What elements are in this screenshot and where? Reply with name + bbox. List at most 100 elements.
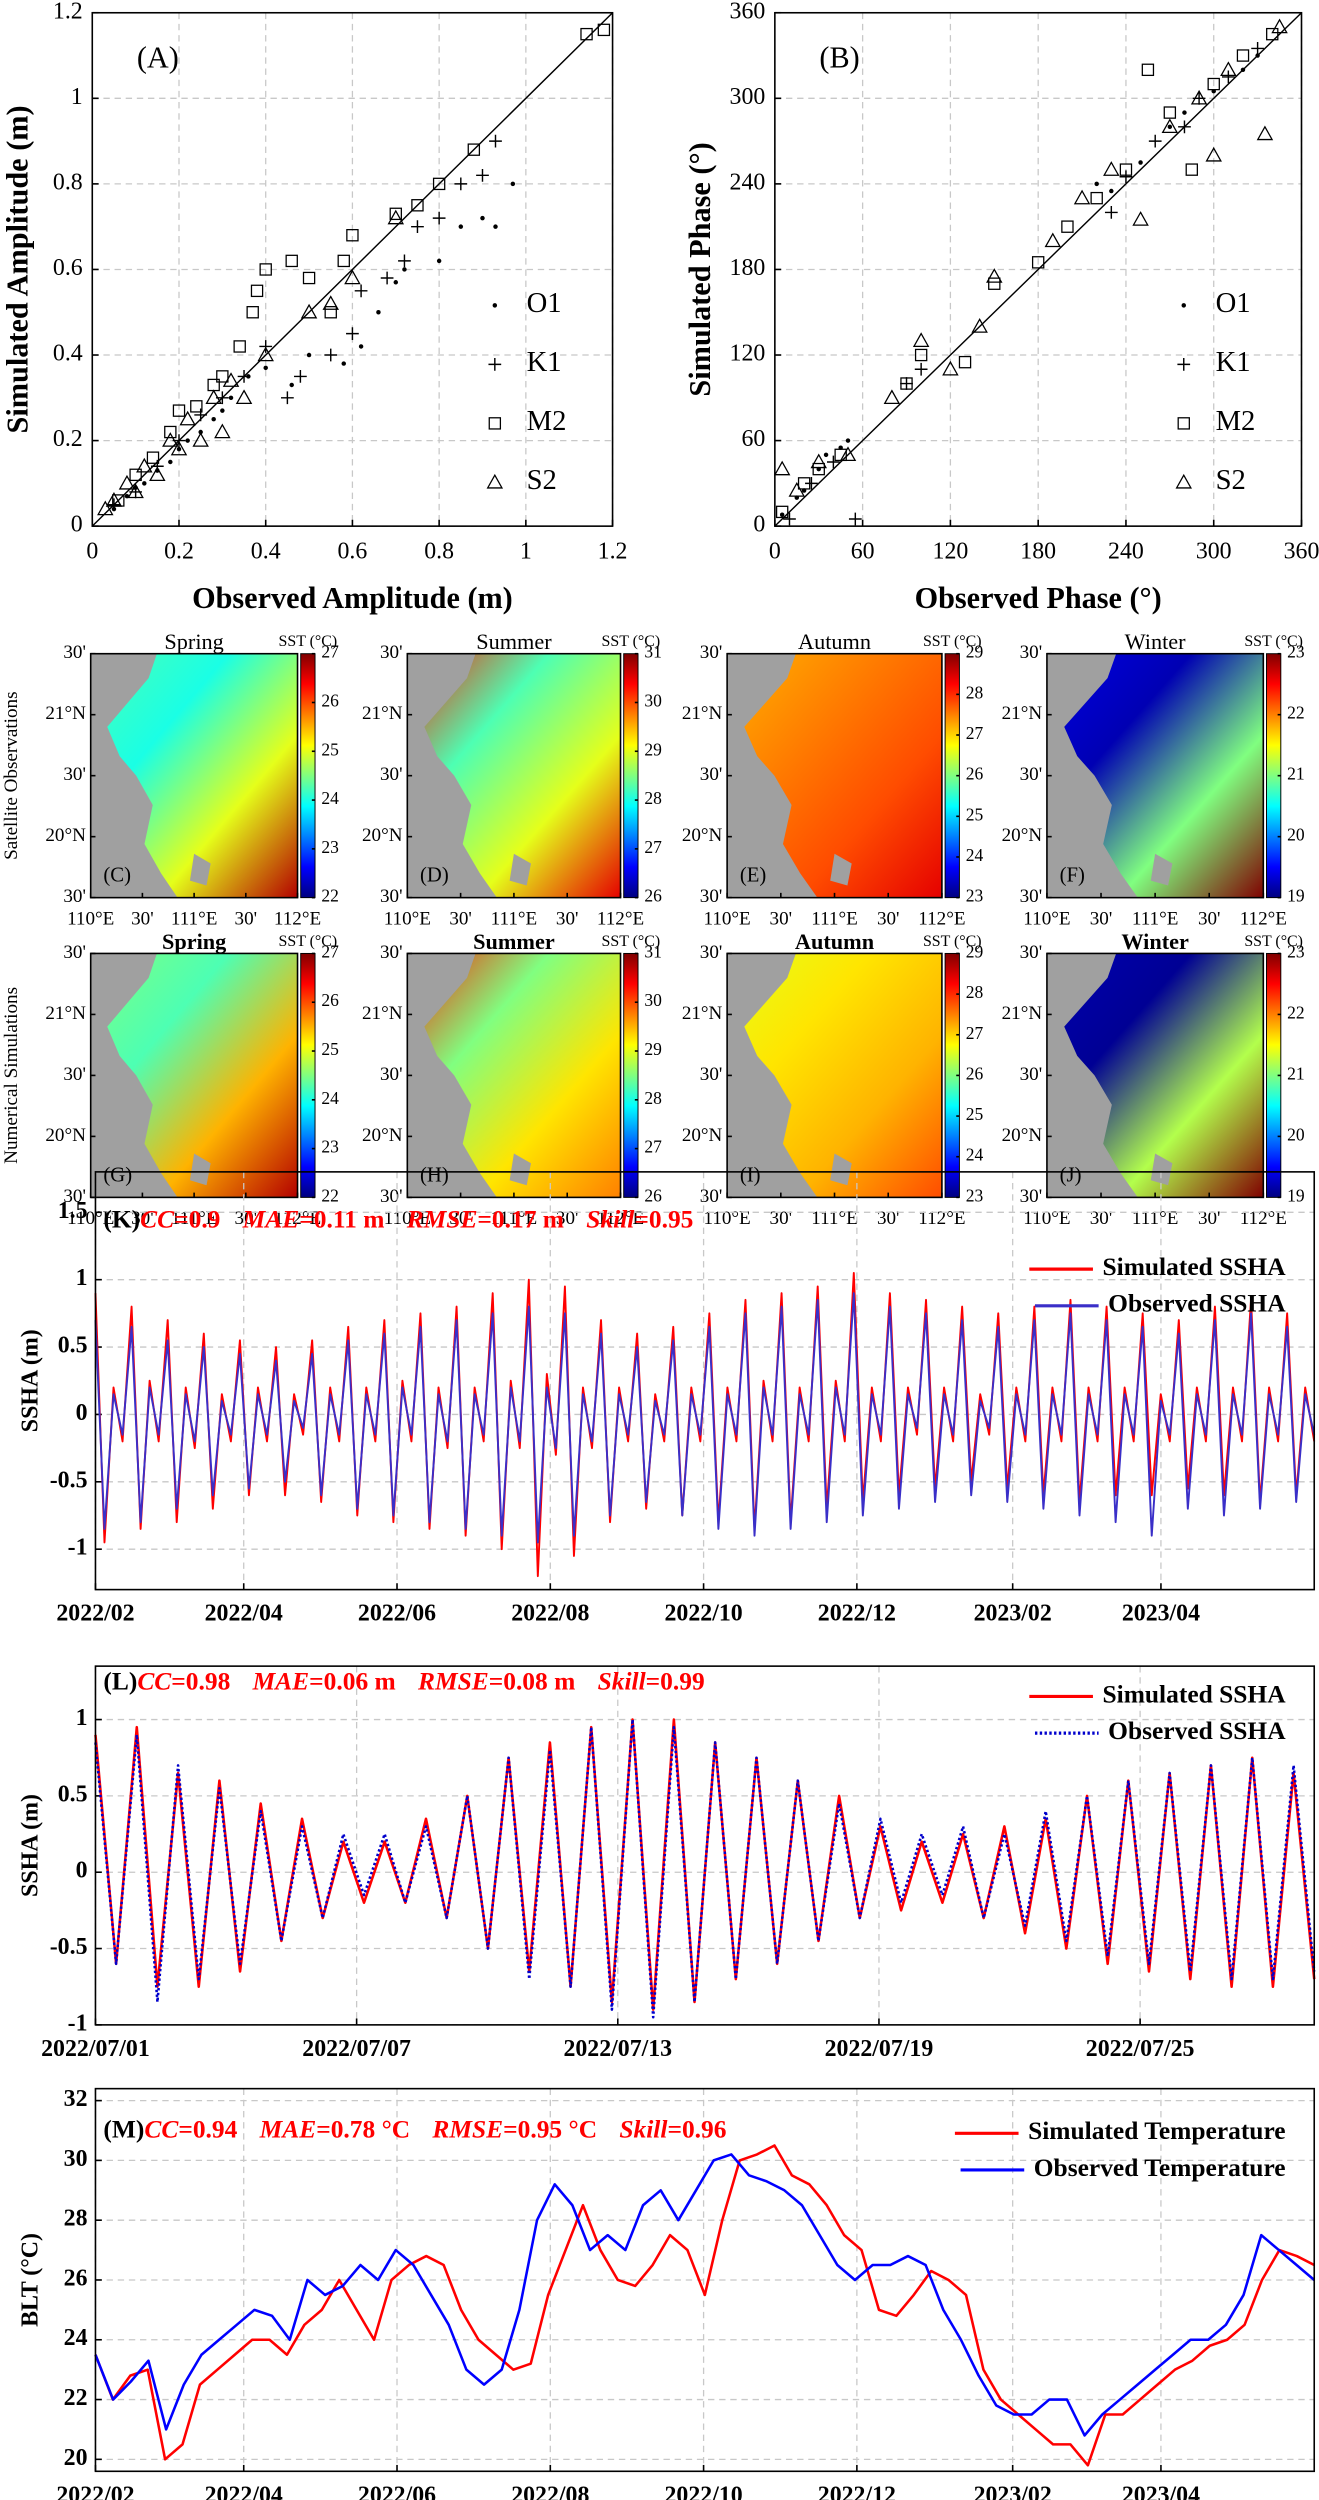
y-axis-label: Simulated Phase (°) [683, 142, 717, 396]
point [216, 370, 229, 383]
x-tick-label: 30' [770, 908, 793, 929]
y-tick-label: 22 [64, 2385, 88, 2411]
x-tick-label: 111°E [491, 1208, 538, 1229]
y-tick-label: 21°N [1002, 703, 1043, 724]
x-tick-label: 112°E [1240, 908, 1287, 929]
point [146, 451, 160, 464]
point [306, 352, 312, 358]
colorbar-tick-label: 20 [1287, 1124, 1305, 1144]
colorbar-tick-label: 22 [321, 886, 338, 906]
legend-label: K1 [527, 346, 562, 378]
map-title: Autumn [795, 929, 875, 954]
point [1163, 106, 1177, 119]
point [432, 211, 446, 225]
point [358, 344, 364, 349]
point [149, 466, 166, 482]
y-tick-label: 30' [380, 764, 403, 785]
colorbar [300, 952, 316, 1198]
point [986, 268, 1003, 283]
point [222, 372, 240, 387]
y-tick-label: 360 [730, 0, 766, 24]
point [1094, 181, 1099, 187]
panel-label: (L) [103, 1666, 137, 1695]
y-tick-label: 60 [741, 426, 765, 452]
point [1255, 53, 1260, 58]
panel-label: (H) [420, 1164, 449, 1186]
y-tick-label: 1 [76, 1265, 88, 1291]
point [246, 306, 259, 319]
point [1141, 63, 1155, 77]
point [105, 492, 123, 507]
point [376, 310, 381, 315]
legend-label: O1 [527, 287, 562, 319]
colorbar-tick-label: 27 [321, 941, 339, 961]
point [580, 27, 593, 41]
point [380, 271, 394, 285]
y-tick-label: 30' [63, 1186, 86, 1207]
point [192, 432, 209, 447]
y-tick-label: 0.2 [53, 426, 83, 452]
point [1181, 303, 1186, 308]
legend-label: Simulated Temperature [1028, 2116, 1285, 2145]
colorbar-label: SST (°C) [279, 933, 338, 950]
stat-name: MAE [252, 1666, 310, 1695]
point [235, 389, 253, 405]
colorbar [623, 952, 639, 1198]
stat-value: =0.06 m [309, 1666, 396, 1695]
land [727, 653, 818, 898]
land [1046, 653, 1138, 898]
y-tick-label: 180 [730, 255, 766, 281]
point [1178, 120, 1191, 134]
point [1240, 67, 1246, 73]
y-tick-label: 1.5 [58, 1198, 88, 1224]
point [324, 306, 337, 319]
colorbar-tick-label: 27 [321, 642, 339, 662]
x-tick-label: 30' [556, 908, 579, 929]
point [1031, 256, 1045, 269]
point [233, 340, 246, 353]
point [436, 258, 442, 264]
y-tick-label: 30' [700, 886, 723, 907]
stat-value: =0.99 [646, 1666, 705, 1695]
point [914, 348, 928, 362]
x-tick-label: 111°E [171, 1208, 218, 1229]
colorbar-tick-label: 28 [644, 788, 662, 808]
point [912, 332, 930, 347]
y-tick-label: 20°N [362, 1125, 403, 1146]
colorbar-tick-label: 24 [321, 1088, 339, 1108]
point [194, 408, 208, 422]
x-tick-label: 110°E [704, 908, 751, 929]
colorbar-label: SST (°C) [602, 633, 661, 650]
y-axis-label: Simulated Amplitude (m) [1, 105, 35, 433]
colorbar-tick-label: 28 [966, 682, 984, 702]
colorbar-tick-label: 22 [1287, 703, 1304, 723]
stat-name: CC [144, 2115, 179, 2144]
x-tick-label: 110°E [704, 1208, 751, 1229]
stat-name: Skill [598, 1666, 647, 1695]
x-tick-label: 60 [851, 539, 875, 565]
legend-label: O1 [1216, 287, 1251, 319]
colorbar-tick-label: 31 [644, 642, 661, 662]
x-tick-label: 2023/02 [974, 1601, 1052, 1627]
point [411, 199, 424, 212]
legend-label: K1 [1216, 346, 1251, 378]
point [848, 512, 862, 526]
point [289, 382, 294, 388]
x-tick-label: 0 [769, 539, 781, 565]
stat-value: =0.95 °C [503, 2115, 597, 2144]
y-tick-label: 26 [64, 2265, 88, 2291]
x-tick-label: 2022/06 [358, 2482, 436, 2500]
y-tick-label: 20°N [45, 825, 86, 846]
y-tick-label: 0.6 [53, 255, 83, 281]
panel-label: (E) [740, 865, 766, 887]
point [205, 389, 222, 405]
legend-label: S2 [1216, 464, 1246, 496]
colorbar-tick-label: 28 [644, 1088, 662, 1108]
point [486, 473, 504, 489]
plot-frame [94, 2087, 1316, 2473]
legend-label: M2 [1216, 405, 1256, 437]
colorbar-tick-label: 24 [321, 788, 339, 808]
island [1150, 1153, 1173, 1186]
stat-name: CC [137, 1666, 172, 1695]
point [1207, 77, 1220, 91]
